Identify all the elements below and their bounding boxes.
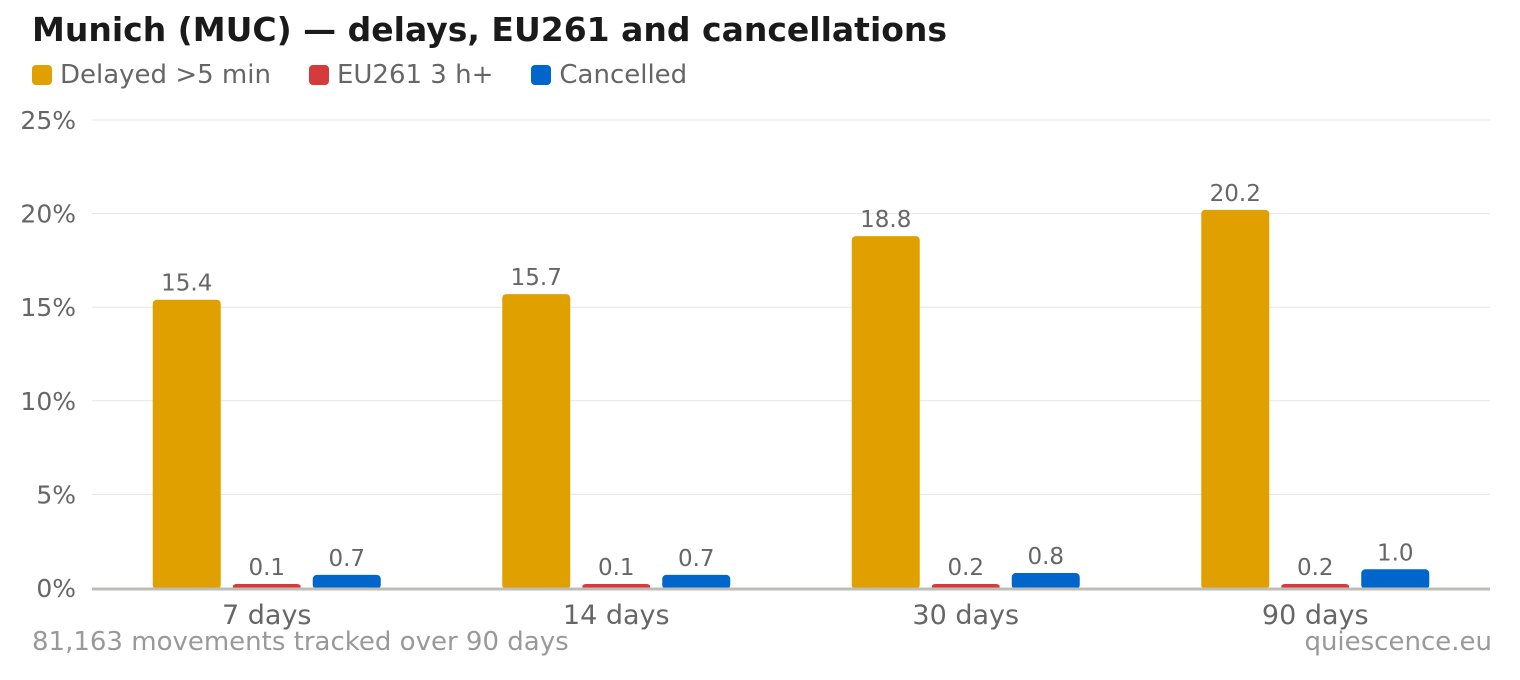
bar-delayed <box>152 299 221 589</box>
x-tick-label: 14 days <box>563 600 670 631</box>
x-tick-label: 90 days <box>1262 600 1369 631</box>
bar-delayed <box>1201 209 1270 589</box>
bar-cancelled <box>1361 569 1430 589</box>
bar-delayed <box>502 294 571 589</box>
legend-item-delayed: Delayed >5 min <box>32 60 271 90</box>
bar-cancelled <box>1011 573 1080 589</box>
y-tick-label: 25% <box>20 106 76 135</box>
bar-delayed <box>851 236 920 589</box>
legend-label-cancelled: Cancelled <box>559 60 688 90</box>
x-tick-label: 30 days <box>912 600 1019 631</box>
data-label: 15.4 <box>161 271 212 297</box>
legend-item-eu261: EU261 3 h+ <box>308 60 494 90</box>
legend-swatch-delayed <box>32 65 52 85</box>
data-label: 0.8 <box>1027 544 1064 570</box>
legend-item-cancelled: Cancelled <box>531 60 687 90</box>
data-label: 20.2 <box>1210 181 1261 207</box>
data-label: 18.8 <box>860 207 911 233</box>
chart-legend: Delayed >5 min EU261 3 h+ Cancelled <box>32 60 725 90</box>
data-label: 0.7 <box>678 546 715 572</box>
y-tick-label: 20% <box>20 200 76 229</box>
legend-label-delayed: Delayed >5 min <box>60 60 271 90</box>
y-tick-label: 0% <box>36 574 76 603</box>
footer-source: quiescence.eu <box>1304 627 1492 657</box>
y-tick-label: 10% <box>20 387 76 416</box>
legend-swatch-cancelled <box>531 65 552 85</box>
y-tick-label: 5% <box>36 480 76 509</box>
chart-title: Munich (MUC) — delays, EU261 and cancell… <box>32 10 948 49</box>
bar-cancelled <box>312 574 381 589</box>
data-label: 0.1 <box>598 555 635 581</box>
data-label: 0.7 <box>328 546 365 572</box>
data-label: 0.2 <box>947 555 984 581</box>
legend-label-eu261: EU261 3 h+ <box>336 60 494 90</box>
bar-cancelled <box>662 574 731 589</box>
x-tick-label: 7 days <box>222 600 312 631</box>
legend-swatch-eu261 <box>308 65 329 85</box>
footer-note: 81,163 movements tracked over 90 days <box>32 627 569 657</box>
data-label: 0.2 <box>1297 555 1334 581</box>
data-label: 0.1 <box>248 555 285 581</box>
data-label: 1.0 <box>1377 540 1414 566</box>
data-label: 15.7 <box>511 265 562 291</box>
y-tick-label: 15% <box>20 293 76 322</box>
